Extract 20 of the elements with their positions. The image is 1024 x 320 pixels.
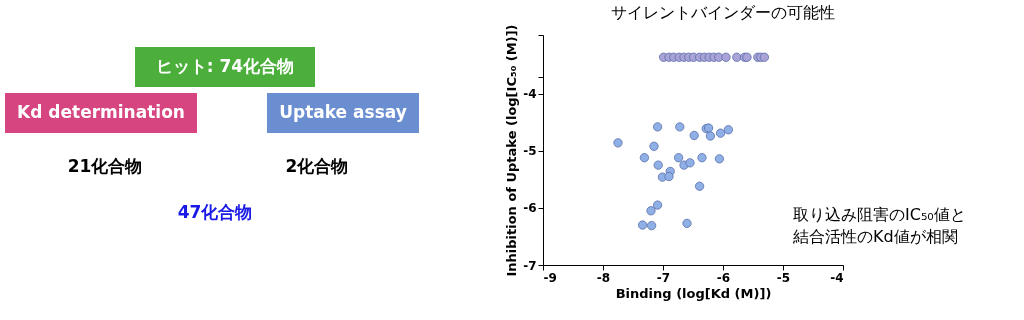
x-tick-label: -8 bbox=[596, 270, 611, 285]
x-tick-label: -7 bbox=[656, 270, 671, 285]
x-axis-title: Binding (log[Kd (M)]) bbox=[615, 285, 772, 301]
x-tick-label: -9 bbox=[543, 270, 557, 285]
y-tick-label: -4 bbox=[523, 87, 537, 102]
text: 47化合物 bbox=[177, 202, 253, 222]
y-tick-label: -7 bbox=[523, 258, 537, 273]
annotation: 取り込み阻害のIC₅₀値と結合活性のKd値が相関 bbox=[792, 205, 966, 246]
text: サイレントバインダーの可能性 bbox=[611, 3, 835, 22]
text: 21化合物 bbox=[67, 156, 143, 176]
x-tick-label: -6 bbox=[716, 270, 731, 285]
y-tick-label: -5 bbox=[523, 144, 537, 159]
x-tick-label: -5 bbox=[776, 270, 791, 285]
x-tick-label: -4 bbox=[830, 270, 844, 285]
category-label: Kd determination bbox=[17, 102, 185, 122]
category-label: Uptake assay bbox=[279, 102, 407, 122]
category-label: ヒット: 74化合物 bbox=[155, 56, 295, 76]
y-axis-title: Inhibition of Uptake (log[IC₅₀ (M)]) bbox=[504, 24, 520, 277]
text: 2化合物 bbox=[285, 156, 349, 176]
y-tick-label: -6 bbox=[523, 201, 537, 216]
